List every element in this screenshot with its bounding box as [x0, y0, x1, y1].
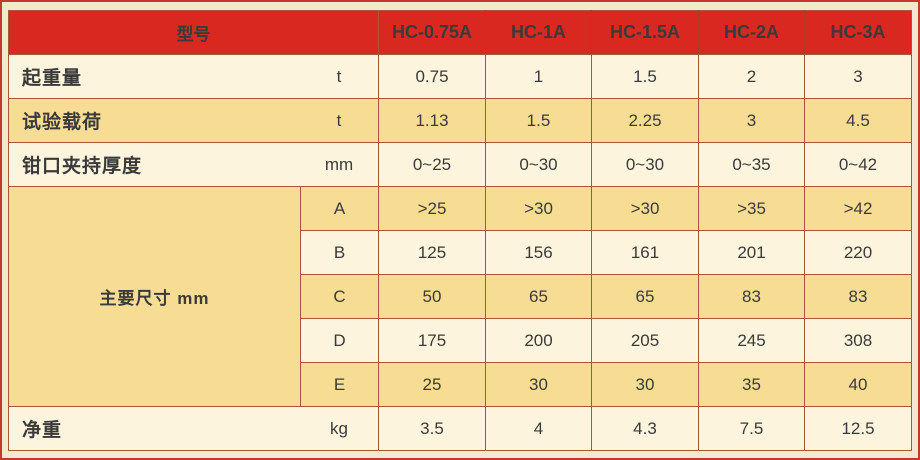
table-row-lifting-capacity: 起重量 t 0.75 1 1.5 2 3: [8, 54, 912, 99]
cell-value: 1.5: [485, 98, 592, 143]
cell-value: 83: [698, 274, 805, 319]
row-label-cell: 起重量 t: [8, 54, 379, 99]
cell-value: 35: [698, 362, 805, 407]
header-model-hc075a: HC-0.75A: [378, 10, 486, 55]
cell-value: 201: [698, 230, 805, 275]
table-row-dim-a: 主要尺寸 mm A >25 >30 >30 >35 >42: [8, 186, 912, 407]
cell-value: 83: [804, 274, 912, 319]
cell-value: 3: [804, 54, 912, 99]
cell-value: >35: [698, 186, 805, 231]
cell-value: 125: [378, 230, 486, 275]
header-model-hc15a: HC-1.5A: [591, 10, 699, 55]
cell-value: 220: [804, 230, 912, 275]
cell-value: 1.5: [591, 54, 699, 99]
cell-value: 308: [804, 318, 912, 363]
cell-value: >30: [485, 186, 592, 231]
table-row-net-weight: 净重 kg 3.5 4 4.3 7.5 12.5: [8, 406, 912, 451]
dimensions-label-cell: 主要尺寸 mm: [8, 186, 301, 407]
cell-value: >30: [591, 186, 699, 231]
row-unit: kg: [330, 418, 348, 438]
cell-value: 12.5: [804, 406, 912, 451]
row-label: 起重量: [22, 68, 83, 89]
cell-value: 1: [485, 54, 592, 99]
row-label: 试验载荷: [22, 112, 103, 133]
cell-value: 2: [698, 54, 805, 99]
cell-value: 0~42: [804, 142, 912, 187]
cell-value: 161: [591, 230, 699, 275]
cell-value: 0.75: [378, 54, 486, 99]
dim-letter: A: [300, 186, 379, 231]
cell-value: 30: [485, 362, 592, 407]
row-label: 钳口夹持厚度: [22, 156, 143, 177]
table-row-dim-e: E 25 30 30 35 40: [9, 362, 912, 407]
dim-letter: B: [300, 230, 379, 275]
cell-value: 205: [591, 318, 699, 363]
row-label: 净重: [22, 420, 63, 441]
row-label-cell: 钳口夹持厚度 mm: [8, 142, 379, 187]
header-model-label: 型号: [8, 10, 379, 55]
cell-value: 156: [485, 230, 592, 275]
cell-value: 0~35: [698, 142, 805, 187]
cell-value: 1.13: [378, 98, 486, 143]
cell-value: 4.3: [591, 406, 699, 451]
cell-value: 4.5: [804, 98, 912, 143]
cell-value: 2.25: [591, 98, 699, 143]
cell-value: 245: [698, 318, 805, 363]
cell-value: 3: [698, 98, 805, 143]
cell-value: 0~30: [485, 142, 592, 187]
dim-letter: C: [300, 274, 379, 319]
row-label-cell: 试验载荷 t: [8, 98, 379, 143]
cell-value: 65: [591, 274, 699, 319]
cell-value: 30: [591, 362, 699, 407]
table-row-jaw-thickness: 钳口夹持厚度 mm 0~25 0~30 0~30 0~35 0~42: [8, 142, 912, 187]
cell-value: 50: [378, 274, 486, 319]
cell-value: 7.5: [698, 406, 805, 451]
cell-value: 40: [804, 362, 912, 407]
row-unit: t: [336, 110, 342, 130]
cell-value: 25: [378, 362, 486, 407]
cell-value: 3.5: [378, 406, 486, 451]
row-unit: mm: [324, 154, 354, 174]
header-model-hc2a: HC-2A: [698, 10, 805, 55]
cell-value: >25: [378, 186, 486, 231]
row-unit: t: [336, 66, 342, 86]
header-row: 型号 HC-0.75A HC-1A HC-1.5A HC-2A HC-3A: [8, 10, 912, 55]
cell-value: >42: [804, 186, 912, 231]
row-label-cell: 净重 kg: [8, 406, 379, 451]
dim-letter: E: [300, 362, 379, 407]
cell-value: 0~30: [591, 142, 699, 187]
cell-value: 4: [485, 406, 592, 451]
header-model-hc3a: HC-3A: [804, 10, 912, 55]
cell-value: 65: [485, 274, 592, 319]
table-row-test-load: 试验载荷 t 1.13 1.5 2.25 3 4.5: [8, 98, 912, 143]
spec-table: 型号 HC-0.75A HC-1A HC-1.5A HC-2A HC-3A 起重…: [8, 10, 912, 451]
cell-value: 200: [485, 318, 592, 363]
dim-letter: D: [300, 318, 379, 363]
table-row-dim-b: B 125 156 161 201 220: [9, 230, 912, 275]
cell-value: 0~25: [378, 142, 486, 187]
cell-value: 175: [378, 318, 486, 363]
header-model-hc1a: HC-1A: [485, 10, 592, 55]
